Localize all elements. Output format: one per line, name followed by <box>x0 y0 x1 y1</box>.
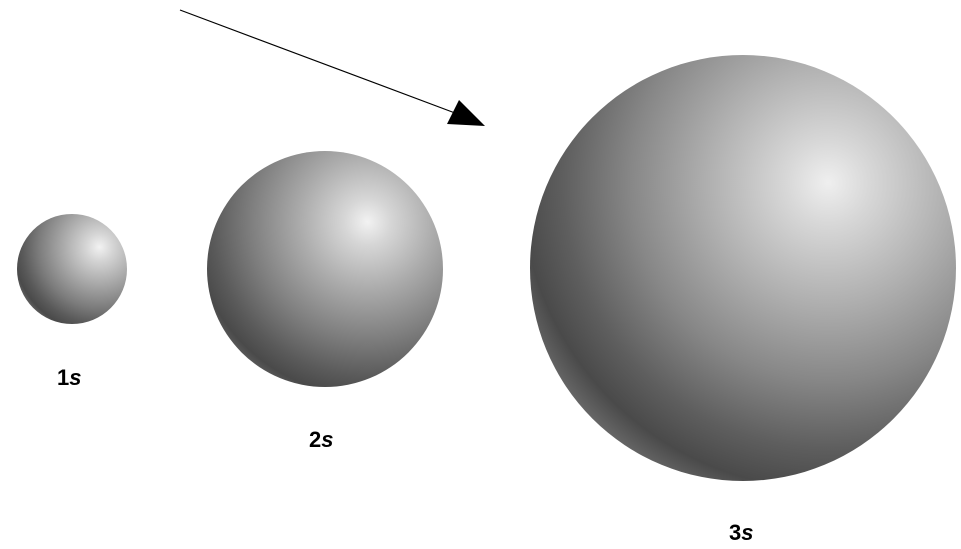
orbital-label-1s: 1s <box>57 367 82 389</box>
sphere-3s <box>530 55 956 481</box>
orbital-number: 2 <box>309 427 322 452</box>
orbital-number: 1 <box>57 365 70 390</box>
orbital-letter: s <box>69 365 82 390</box>
sphere-1s <box>17 214 127 324</box>
orbital-label-2s: 2s <box>309 429 334 451</box>
arrow-line <box>179 9 456 114</box>
orbital-label-3s: 3s <box>729 522 754 544</box>
orbital-letter: s <box>741 520 754 545</box>
orbital-letter: s <box>321 427 334 452</box>
orbital-number: 3 <box>729 520 742 545</box>
arrow-head <box>447 100 485 126</box>
sphere-2s <box>207 151 443 387</box>
